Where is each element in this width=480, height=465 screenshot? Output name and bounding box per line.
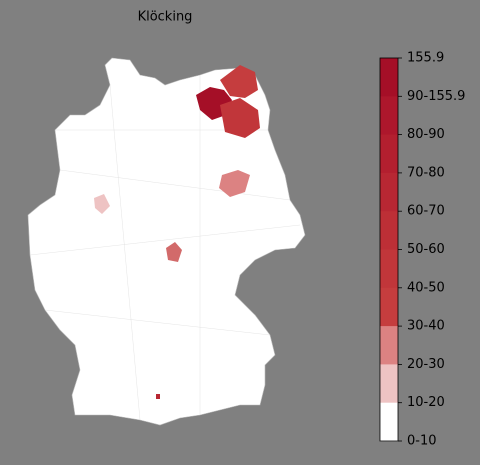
- region: [166, 242, 182, 262]
- colorbar: 155.9 90-155.9 80-90 70-80 60-70 50-60 40-50 30…: [379, 51, 465, 449]
- region: [220, 65, 258, 98]
- district-borders: [29, 75, 301, 421]
- colorbar-segment: [380, 58, 398, 97]
- colorbar-segment: [380, 134, 398, 174]
- colorbar-segment: [380, 287, 398, 327]
- region: [219, 170, 250, 197]
- colorbar-segment: [380, 326, 398, 365]
- colorbar-label: 40-50: [407, 280, 445, 295]
- colorbar-label: 80-90: [407, 127, 445, 142]
- colorbar-label: 70-80: [407, 165, 445, 180]
- colorbar-label: 90-155.9: [407, 89, 465, 104]
- colorbar-label: 30-40: [407, 319, 445, 334]
- colorbar-segment: [380, 249, 398, 289]
- colorbar-label: 20-30: [407, 357, 445, 372]
- colorbar-segment: [380, 172, 398, 212]
- colorbar-label: 10-20: [407, 395, 445, 410]
- colorbar-segment: [380, 364, 398, 404]
- region: [156, 394, 160, 399]
- colorbar-segment: [380, 402, 398, 442]
- colorbar-label: 155.9: [407, 51, 444, 66]
- colorbar-label: 60-70: [407, 204, 445, 219]
- colorbar-label: 50-60: [407, 242, 445, 257]
- colorbar-segment: [380, 96, 398, 136]
- region: [220, 98, 260, 138]
- map-title: Klöcking: [138, 10, 193, 25]
- colorbar-segment: [380, 211, 398, 250]
- region: [94, 194, 110, 214]
- colorbar-label: 0-10: [407, 434, 437, 449]
